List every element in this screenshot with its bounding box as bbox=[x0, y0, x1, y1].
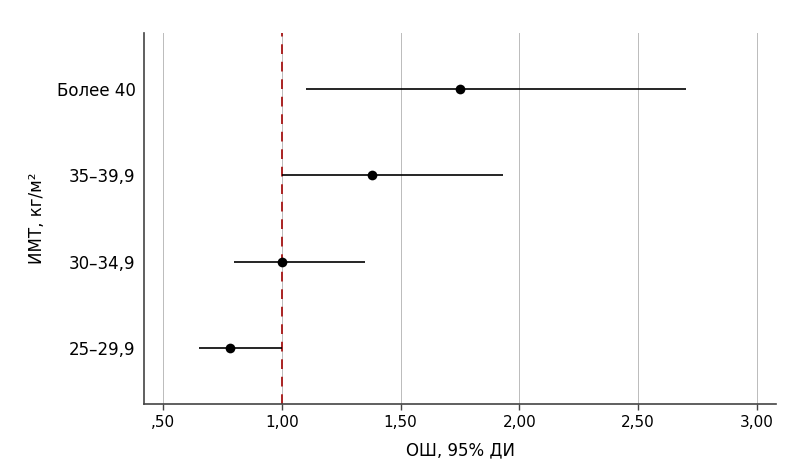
Y-axis label: ИМТ, кг/м²: ИМТ, кг/м² bbox=[28, 173, 46, 264]
X-axis label: ОШ, 95% ДИ: ОШ, 95% ДИ bbox=[406, 441, 514, 459]
